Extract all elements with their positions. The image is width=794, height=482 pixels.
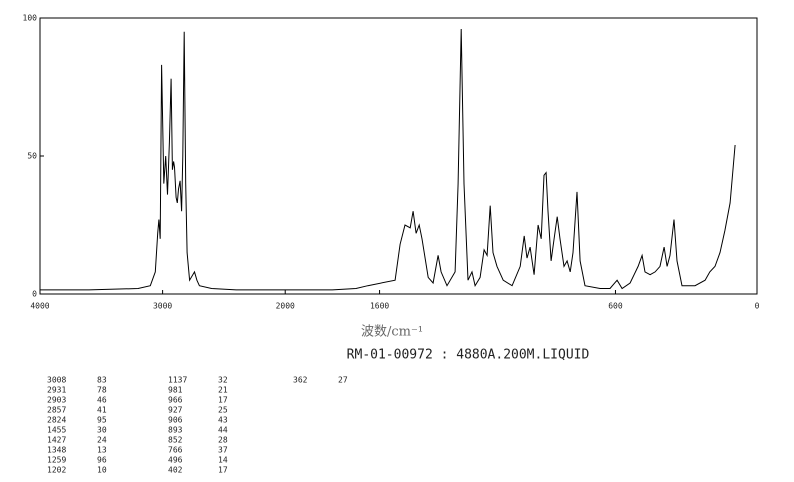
peak-intensity: 27 [338, 376, 348, 385]
x-tick-label: 1600 [370, 302, 389, 311]
x-tick-label: 4000 [30, 302, 49, 311]
peak-wavenumber: 981 [168, 386, 183, 395]
peak-wavenumber: 362 [293, 376, 308, 385]
peak-wavenumber: 2824 [47, 416, 66, 425]
peak-wavenumber: 496 [168, 456, 183, 465]
peak-intensity: 25 [218, 406, 228, 415]
peak-wavenumber: 3008 [47, 376, 66, 385]
x-tick-label: 0 [755, 302, 760, 311]
peak-wavenumber: 402 [168, 466, 183, 475]
y-tick-label: 0 [32, 290, 37, 299]
peak-intensity: 10 [97, 466, 107, 475]
peak-intensity: 21 [218, 386, 228, 395]
x-axis-label: 波数/cm⁻¹ [361, 325, 423, 340]
x-tick-label: 2000 [276, 302, 295, 311]
peak-wavenumber: 1348 [47, 446, 66, 455]
peak-wavenumber: 893 [168, 426, 183, 435]
peak-wavenumber: 966 [168, 396, 183, 405]
peak-intensity: 32 [218, 376, 228, 385]
x-tick-label: 3000 [153, 302, 172, 311]
y-tick-label: 100 [23, 14, 38, 23]
x-tick-label: 600 [608, 302, 623, 311]
peak-intensity: 83 [97, 376, 107, 385]
peak-wavenumber: 906 [168, 416, 183, 425]
peak-wavenumber: 1259 [47, 456, 66, 465]
peak-intensity: 24 [97, 436, 107, 445]
spectrum-line [40, 28, 736, 291]
peak-intensity: 30 [97, 426, 107, 435]
peak-intensity: 37 [218, 446, 228, 455]
peak-intensity: 46 [97, 396, 107, 405]
peak-intensity: 95 [97, 416, 107, 425]
peak-intensity: 43 [218, 416, 228, 425]
peak-wavenumber: 2857 [47, 406, 66, 415]
peak-intensity: 14 [218, 456, 228, 465]
peak-intensity: 28 [218, 436, 228, 445]
peak-intensity: 13 [97, 446, 107, 455]
peak-intensity: 44 [218, 426, 228, 435]
peak-intensity: 17 [218, 466, 228, 475]
peak-wavenumber: 2903 [47, 396, 66, 405]
peak-intensity: 41 [97, 406, 107, 415]
caption: RM-01-00972 : 4880A.200M.LIQUID [347, 348, 590, 363]
peak-wavenumber: 852 [168, 436, 183, 445]
peak-wavenumber: 1455 [47, 426, 66, 435]
peak-intensity: 78 [97, 386, 107, 395]
y-tick-label: 50 [27, 152, 37, 161]
peak-wavenumber: 1137 [168, 376, 187, 385]
peak-wavenumber: 2931 [47, 386, 66, 395]
peak-intensity: 96 [97, 456, 107, 465]
peak-wavenumber: 1427 [47, 436, 66, 445]
peak-wavenumber: 1202 [47, 466, 66, 475]
peak-wavenumber: 766 [168, 446, 183, 455]
peak-intensity: 17 [218, 396, 228, 405]
peak-wavenumber: 927 [168, 406, 183, 415]
